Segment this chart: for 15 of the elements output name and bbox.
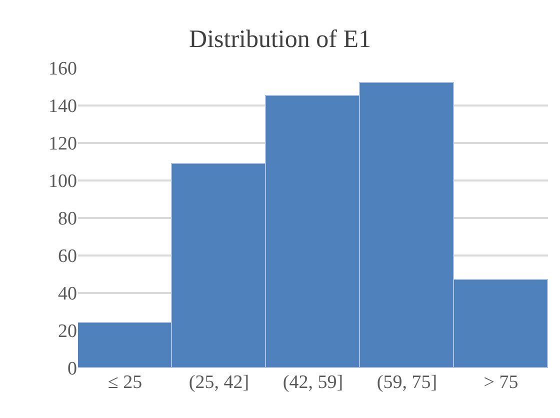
y-tick-label: 0 — [68, 358, 77, 380]
y-tick-label: 160 — [48, 58, 77, 80]
x-tick-label: ≤ 25 — [108, 372, 142, 393]
x-tick-label: (42, 59] — [282, 372, 344, 393]
chart-title: Distribution of E1 — [189, 26, 371, 53]
x-tick-label: (25, 42] — [188, 372, 250, 393]
y-tick-label: 20 — [58, 321, 77, 342]
x-tick-label: (59, 75] — [376, 372, 438, 393]
y-tick-label: 60 — [58, 246, 77, 268]
y-tick-label: 120 — [48, 134, 77, 155]
y-tick-label: 100 — [48, 171, 77, 192]
y-tick-label: 140 — [48, 96, 77, 118]
y-tick-label: 40 — [58, 284, 77, 305]
y-tick-label: 80 — [58, 208, 77, 230]
x-tick-label: > 75 — [484, 372, 518, 393]
